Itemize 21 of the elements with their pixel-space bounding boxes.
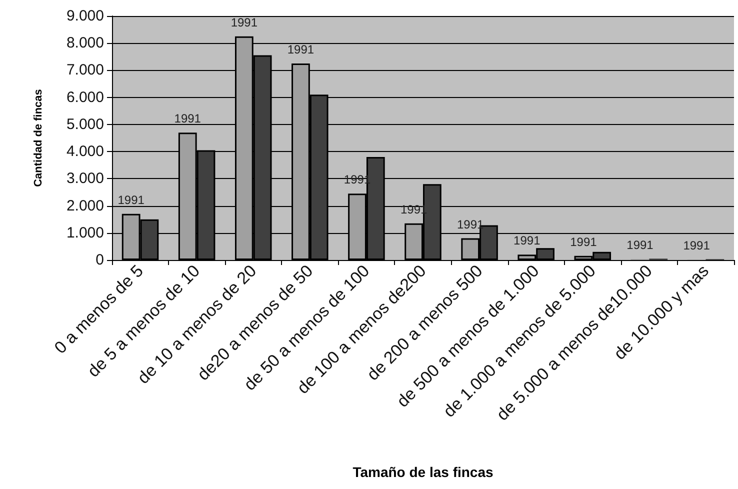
y-tick-label: 1.000 [66, 224, 104, 242]
y-axis-title: Cantidad de fincas [32, 89, 44, 187]
text: 1991 [570, 234, 597, 249]
text: 1991 [287, 42, 314, 56]
text: 1991 [118, 192, 144, 207]
text: 1991 [683, 238, 710, 253]
text: 1991 [514, 234, 540, 248]
y-tick-label: 7.000 [66, 62, 104, 79]
y-tick-label: 4.000 [66, 143, 104, 160]
y-tick-label: 2.000 [66, 197, 104, 214]
text: 1991 [174, 112, 201, 126]
series-label: 1991 [626, 238, 654, 252]
text: 1991 [230, 15, 258, 30]
y-tick-label: 6.000 [66, 88, 104, 106]
x-axis-title: Tamaño de las fincas [352, 464, 494, 480]
y-tick-label: 0 [96, 252, 104, 268]
y-tick-label: 9.000 [66, 8, 104, 24]
y-tick-label: 3.000 [66, 170, 104, 188]
text: 1991 [457, 217, 484, 232]
y-tick-label: 8.000 [66, 34, 104, 52]
y-tick-label: 5.000 [66, 116, 104, 133]
